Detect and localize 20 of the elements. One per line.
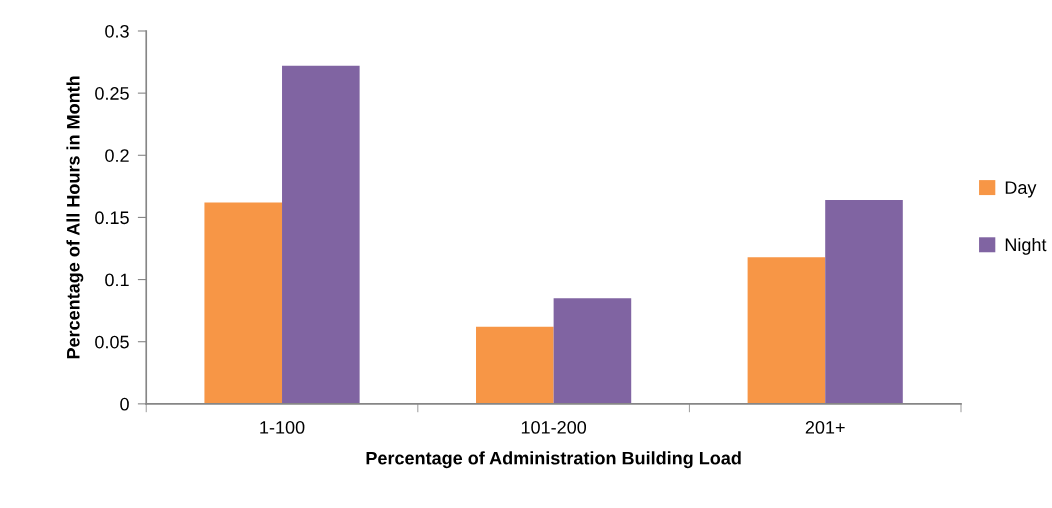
bar	[204, 202, 283, 404]
legend-label: Night	[1005, 237, 1047, 255]
x-axis-title: Percentage of Administration Building Load	[366, 451, 741, 469]
legend-label: Day	[1005, 181, 1037, 198]
y-tick-label: 0.1	[105, 273, 129, 287]
bar	[282, 65, 360, 404]
y-tick-label: 0.15	[95, 211, 129, 225]
y-axis-title: Percentage of All Hours in Month	[66, 76, 84, 359]
x-tick-label: 201+	[805, 421, 845, 434]
y-tick-label: 0.3	[105, 24, 129, 38]
bar	[476, 326, 554, 404]
y-tick-label: 0.25	[95, 87, 129, 100]
x-tick-label: 101-200	[521, 421, 587, 434]
bar	[825, 200, 903, 404]
bar	[553, 298, 632, 404]
y-tick-label: 0.05	[95, 335, 129, 349]
bar	[747, 257, 826, 404]
y-tick-label: 0.2	[105, 149, 129, 162]
y-tick-label: 0	[120, 397, 129, 411]
x-tick-label: 1-100	[260, 421, 305, 434]
